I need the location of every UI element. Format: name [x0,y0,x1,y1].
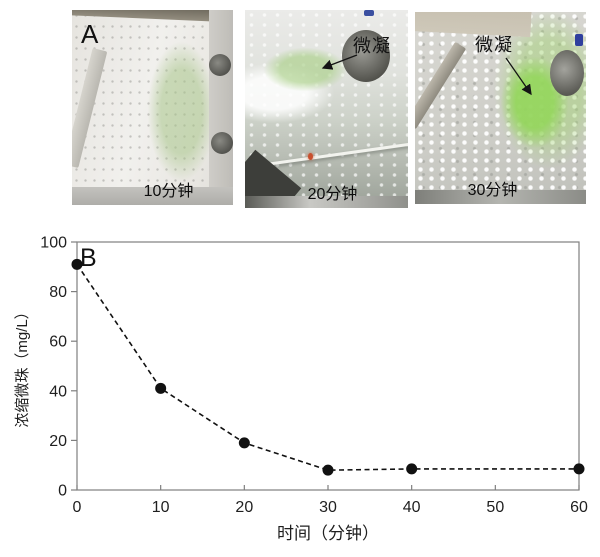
x-tick-label: 40 [403,499,421,516]
y-tick-label: 80 [49,284,67,301]
photo-time-label: 30分钟 [467,182,518,199]
y-tick-label: 60 [49,334,67,351]
photo-20min: 微凝 20分钟 [245,10,408,208]
data-point [322,464,334,476]
x-tick-label: 10 [152,499,170,516]
data-point [573,463,585,475]
data-point [406,463,418,475]
photo-time-label: 20分钟 [307,186,358,203]
microgel-annotation: 微凝 [475,35,513,55]
photo-10min: A 10分钟 [72,10,233,205]
roller-icon [209,54,231,76]
photo-time-label: 10分钟 [143,183,194,200]
x-tick-label: 20 [235,499,253,516]
photo-30min: 微凝 30分钟 [415,12,586,204]
bench-edge [72,187,233,205]
y-tick-label: 20 [49,433,67,450]
x-tick-label: 30 [319,499,337,516]
support-rod [415,41,467,130]
machine-side-rail [209,10,233,205]
y-axis-title: 浓缩微珠（mg/L） [14,304,31,427]
plot-frame [76,241,580,491]
bench-edge [245,196,408,208]
series-line [76,263,579,471]
roller-icon [211,132,233,154]
x-axis-title: 时间（分钟） [277,524,379,543]
x-tick-label: 50 [486,499,504,516]
wall-background [415,12,532,38]
data-point [155,382,167,394]
roller-icon [550,50,584,96]
concentration-line-chart: 0 20 40 60 80 100 0 10 20 30 40 50 60 时间（分钟） 浓缩微珠（mg/L… [14,235,588,544]
bench-edge [415,190,586,204]
data-point [71,258,83,270]
y-tick-label: 100 [40,235,67,252]
blue-fitting [364,10,374,16]
x-tick-label: 60 [570,499,588,516]
stir-stick [72,47,108,169]
y-tick-label: 0 [58,483,67,500]
panel-b-label: B [80,244,97,272]
microgel-annotation: 微凝 [353,36,391,56]
blue-fitting [575,34,583,46]
panel-a-label: A [81,19,99,49]
y-tick-label: 40 [49,383,67,400]
x-tick-label: 0 [73,499,82,516]
data-point [238,437,250,449]
indicator-light [308,153,313,160]
